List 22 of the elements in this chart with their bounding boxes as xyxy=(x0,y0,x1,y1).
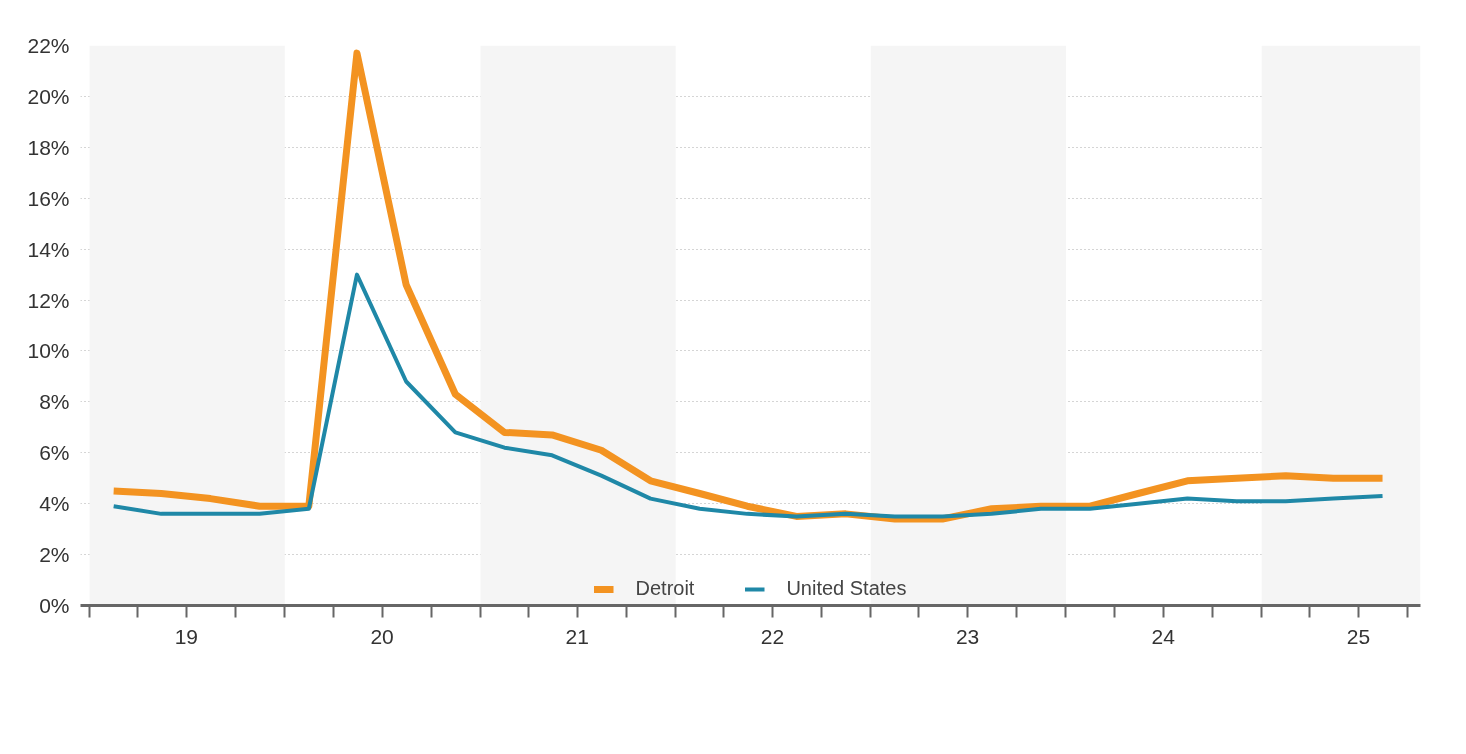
legend-label: United States xyxy=(786,577,907,600)
x-tick-label: 22 xyxy=(760,624,785,648)
y-tick-label: 8% xyxy=(39,390,70,414)
y-tick-label: 14% xyxy=(27,237,70,261)
y-tick-label: 0% xyxy=(39,594,70,617)
y-tick-label: 20% xyxy=(27,84,70,108)
x-tick-label: 19 xyxy=(174,624,199,648)
x-tick-label: 25 xyxy=(1346,624,1371,648)
x-tick-label: 20 xyxy=(370,624,394,648)
y-tick-label: 22% xyxy=(27,34,70,57)
y-tick-label: 4% xyxy=(39,492,70,516)
legend-label: Detroit xyxy=(635,577,695,600)
x-tick-label: 23 xyxy=(955,624,980,648)
x-tick-label: 24 xyxy=(1151,624,1176,648)
y-tick-label: 10% xyxy=(27,339,70,363)
y-tick-label: 6% xyxy=(39,441,70,465)
y-tick-label: 12% xyxy=(27,288,70,312)
x-tick-label: 21 xyxy=(565,624,589,648)
y-tick-label: 18% xyxy=(27,135,70,159)
line-series xyxy=(111,272,1385,519)
y-tick-label: 16% xyxy=(27,186,70,210)
y-tick-label: 2% xyxy=(39,543,70,567)
